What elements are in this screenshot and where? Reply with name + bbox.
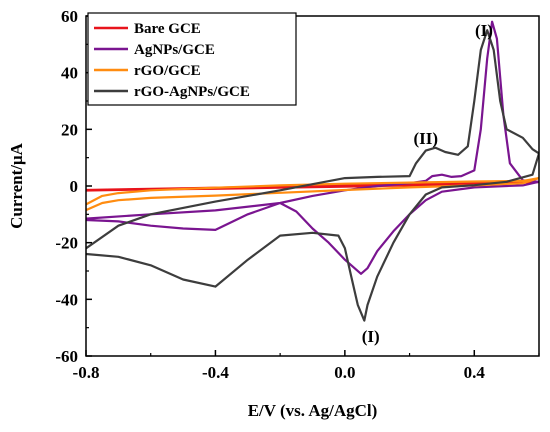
- y-axis-title: Current/μA: [7, 142, 26, 229]
- y-tick-label: -40: [55, 290, 78, 309]
- y-tick-label: 0: [70, 177, 79, 196]
- annotations-layer: (I) (II) (I): [362, 21, 493, 346]
- series-line-2: [86, 177, 539, 212]
- y-tick-label: 60: [61, 7, 78, 26]
- x-axis-title: E/V (vs. Ag/AgCl): [248, 401, 378, 420]
- legend-label-3: rGO-AgNPs/GCE: [134, 84, 250, 100]
- peak-annotation: (II): [413, 129, 438, 148]
- legend: Bare GCE AgNPs/GCE rGO/GCE rGO-AgNPs/GCE: [87, 12, 297, 106]
- x-tick-label: 0.4: [464, 363, 486, 382]
- series-line-3: [86, 29, 539, 322]
- legend-label-1: AgNPs/GCE: [134, 42, 215, 58]
- y-tick-label: -60: [55, 347, 78, 366]
- ticks-layer: -0.8 -0.4 0.0 0.4 -60 -40 -20 0 20 40 60: [55, 7, 540, 382]
- peak-annotation: (I): [362, 327, 380, 346]
- legend-label-2: rGO/GCE: [134, 63, 201, 79]
- x-tick-label: -0.8: [73, 363, 100, 382]
- legend-label-0: Bare GCE: [134, 21, 201, 37]
- x-tick-label: 0.0: [334, 363, 355, 382]
- y-tick-label: 20: [61, 120, 78, 139]
- plot-layer: [86, 20, 539, 322]
- x-tick-label: -0.4: [202, 363, 229, 382]
- legend-items: Bare GCE AgNPs/GCE rGO/GCE rGO-AgNPs/GCE: [94, 21, 250, 100]
- peak-annotation: (I): [475, 21, 493, 40]
- y-tick-label: -20: [55, 234, 78, 253]
- y-tick-label: 40: [61, 64, 78, 83]
